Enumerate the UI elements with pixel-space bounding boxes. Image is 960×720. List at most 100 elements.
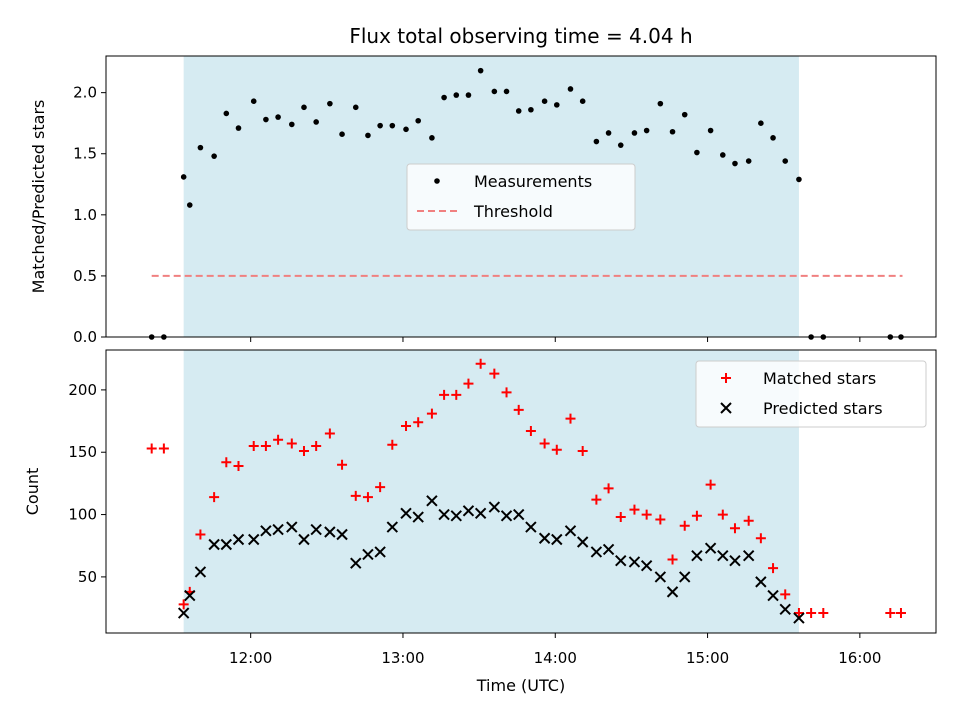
- predicted-stars-point: [248, 533, 260, 546]
- y-tick-label-top: 0.5: [73, 267, 97, 285]
- measurements-point: [389, 122, 396, 129]
- measurements-point: [657, 100, 664, 107]
- measurements-point: [719, 152, 726, 158]
- matched-stars-point: [885, 608, 896, 619]
- predicted-stars-point: [298, 533, 310, 546]
- x-axis-label: Time (UTC): [476, 676, 565, 695]
- matched-stars-point: [895, 608, 906, 619]
- matched-stars-point: [729, 523, 740, 534]
- chart-title: Flux total observing time = 4.04 h: [349, 24, 692, 48]
- y-axis-label-bottom: Count: [23, 468, 42, 516]
- measurements-point: [593, 138, 600, 145]
- predicted-stars-point: [310, 523, 322, 536]
- predicted-stars-point: [755, 576, 767, 588]
- matched-stars-point: [260, 440, 271, 451]
- matched-stars-point: [717, 509, 728, 520]
- predicted-stars-point: [386, 521, 399, 533]
- measurements-point: [477, 67, 484, 74]
- legend-label: Measurements: [474, 172, 592, 191]
- measurements-point: [313, 119, 319, 125]
- measurements-point: [465, 92, 472, 98]
- plot-frame-top: [105, 55, 937, 338]
- matched-stars-point: [615, 512, 626, 523]
- predicted-stars-point: [564, 525, 577, 537]
- predicted-stars-point: [474, 507, 487, 520]
- measurements-point: [491, 88, 498, 95]
- legend-label: Predicted stars: [763, 399, 883, 418]
- predicted-stars-point: [412, 511, 424, 523]
- measurements-point: [365, 132, 371, 139]
- matched-stars-point: [513, 404, 524, 415]
- plot-frame-bottom: [105, 349, 937, 634]
- measurements-point: [223, 110, 230, 117]
- x-tick-label: 14:00: [534, 649, 577, 667]
- measurements-point: [528, 106, 534, 113]
- predicted-stars-point: [742, 549, 755, 562]
- predicted-stars-point: [513, 508, 525, 521]
- matched-stars-point: [818, 608, 829, 619]
- predicted-stars-point: [362, 548, 374, 561]
- matched-stars-point: [311, 440, 322, 451]
- predicted-stars-point: [336, 528, 348, 541]
- matched-stars-point: [375, 482, 386, 493]
- matched-stars-point: [158, 443, 169, 454]
- matched-stars-point: [362, 492, 373, 503]
- measurements-point: [503, 88, 510, 95]
- predicted-stars-point: [324, 526, 336, 538]
- predicted-stars-point: [767, 589, 779, 602]
- matched-stars-point: [298, 445, 309, 456]
- legend-top: Measurements Threshold: [406, 163, 636, 231]
- legend-box: [695, 360, 927, 428]
- y-tick-label-top: 1.0: [73, 206, 97, 224]
- measurements-point: [796, 176, 802, 183]
- matched-stars-point: [146, 443, 157, 454]
- predicted-stars-point: [438, 508, 450, 521]
- matched-stars-point: [273, 434, 284, 445]
- measurements-point: [605, 130, 612, 136]
- matched-stars-point: [475, 358, 486, 369]
- x-tick-label: 15:00: [686, 649, 729, 667]
- matched-stars-point: [426, 408, 437, 419]
- predicted-stars-point: [615, 554, 627, 567]
- predicted-stars-point: [462, 505, 475, 517]
- matched-stars-point: [413, 417, 424, 428]
- y-tick-label-bottom: 50: [78, 568, 97, 586]
- matched-stars-point: [591, 494, 602, 505]
- measurements-point: [429, 135, 435, 141]
- matched-stars-point: [655, 514, 666, 525]
- predicted-stars-point: [400, 507, 412, 520]
- matched-stars-point: [233, 460, 244, 471]
- measurements-point: [211, 153, 217, 159]
- legend-matched-stars-swatch: [721, 373, 731, 383]
- measurements-point: [377, 122, 383, 129]
- y-tick-label-top: 1.5: [73, 145, 97, 163]
- measurements-point: [180, 174, 187, 180]
- predicted-stars-point: [717, 549, 729, 562]
- predicted-stars-point: [729, 554, 741, 567]
- measurements-point: [617, 142, 624, 148]
- measurements-point: [553, 102, 560, 108]
- predicted-stars-point: [654, 571, 667, 583]
- measurements-point: [301, 104, 307, 111]
- matched-stars-point: [463, 378, 474, 389]
- measurements-point: [288, 121, 295, 128]
- matched-stars-point: [324, 428, 335, 439]
- measurements-point: [681, 111, 688, 118]
- predicted-stars-point: [272, 523, 284, 536]
- measurements-point: [707, 127, 714, 134]
- predicted-stars-point: [779, 603, 791, 616]
- predicted-stars-point: [628, 556, 641, 568]
- matched-stars-point: [501, 387, 512, 398]
- y-tick-label-bottom: 100: [68, 506, 97, 524]
- y-axis-label-top: Matched/Predicted stars: [29, 100, 48, 294]
- measurements-point: [275, 114, 281, 120]
- predicted-stars-point: [232, 533, 245, 546]
- predicted-stars-point: [350, 557, 362, 569]
- matched-stars-point: [780, 589, 791, 600]
- x-tick-label: 13:00: [381, 649, 424, 667]
- legend-box: [406, 163, 636, 231]
- predicted-stars-point: [590, 546, 603, 558]
- matched-stars-point: [451, 389, 462, 400]
- predicted-stars-point: [426, 495, 438, 507]
